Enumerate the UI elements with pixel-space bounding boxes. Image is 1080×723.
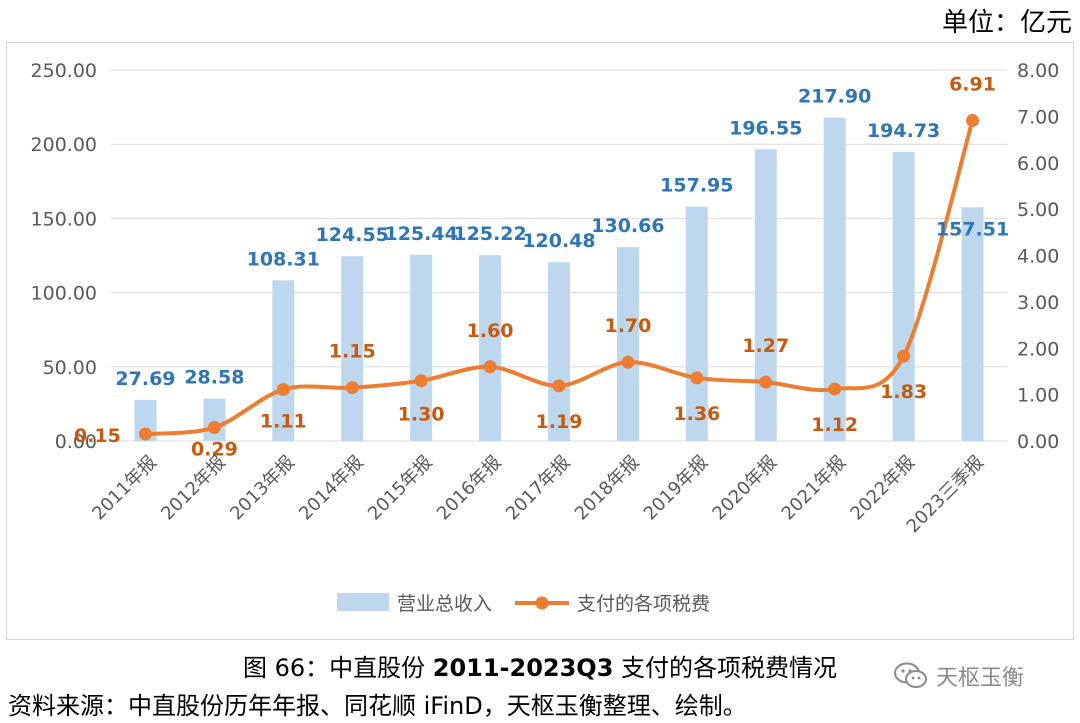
bar bbox=[272, 280, 295, 441]
category-label: 2017年报 bbox=[502, 452, 575, 525]
bar-data-label: 157.95 bbox=[660, 175, 733, 197]
watermark: 天枢玉衡 bbox=[894, 660, 1024, 692]
left-axis-tick: 250.00 bbox=[31, 60, 97, 82]
right-axis-tick: 3.00 bbox=[1017, 292, 1059, 314]
caption-period: 2011-2023Q3 bbox=[432, 654, 614, 682]
line-point bbox=[138, 427, 152, 441]
line-point bbox=[552, 379, 566, 393]
legend-line-label: 支付的各项税费 bbox=[577, 593, 710, 615]
watermark-text: 天枢玉衡 bbox=[936, 666, 1025, 691]
bar-data-label: 194.73 bbox=[867, 120, 940, 142]
line-data-label: 1.60 bbox=[467, 320, 514, 342]
left-axis-tick: 200.00 bbox=[31, 134, 97, 156]
line-data-label: 6.91 bbox=[949, 74, 996, 96]
legend-line-marker bbox=[535, 596, 549, 610]
bar bbox=[616, 247, 639, 441]
category-label: 2020年报 bbox=[709, 452, 782, 525]
bar-data-label: 125.44 bbox=[384, 223, 457, 245]
category-label: 2016年报 bbox=[433, 452, 506, 525]
legend-bar-label: 营业总收入 bbox=[397, 593, 492, 615]
bar bbox=[203, 398, 226, 441]
bar bbox=[685, 206, 708, 441]
left-axis-tick: 0.00 bbox=[55, 431, 97, 453]
line-point bbox=[759, 375, 773, 389]
caption-prefix: 图 66：中直股份 bbox=[242, 654, 433, 682]
line-data-label: 1.30 bbox=[398, 404, 445, 426]
bar bbox=[410, 254, 433, 441]
chart-frame: 0.00 50.00 100.00 150.00 200.00 250.00 0.00 1.0… bbox=[6, 42, 1074, 640]
bar-data-label: 124.55 bbox=[316, 224, 389, 246]
bar bbox=[823, 117, 846, 441]
category-label: 2014年报 bbox=[295, 452, 368, 525]
category-label: 2019年报 bbox=[640, 452, 713, 525]
right-axis-tick: 2.00 bbox=[1017, 338, 1059, 360]
line-data-label: 1.70 bbox=[604, 315, 651, 337]
line-data-label: 1.27 bbox=[742, 335, 789, 357]
category-label: 2013年报 bbox=[226, 452, 299, 525]
category-label: 2021年报 bbox=[778, 452, 851, 525]
caption-suffix: 支付的各项税费情况 bbox=[613, 654, 838, 682]
bar-data-label: 196.55 bbox=[729, 117, 802, 139]
bar-data-label: 217.90 bbox=[798, 86, 871, 108]
line-data-label: 1.83 bbox=[880, 381, 927, 403]
figure-caption: 图 66：中直股份 2011-2023Q3 支付的各项税费情况 bbox=[0, 648, 1080, 683]
line-data-label: 1.19 bbox=[536, 411, 583, 433]
bar bbox=[961, 207, 984, 441]
left-axis-tick: 100.00 bbox=[31, 283, 97, 305]
bar-data-label: 27.69 bbox=[115, 368, 175, 390]
line-point bbox=[897, 349, 911, 363]
line-point bbox=[966, 114, 980, 128]
wechat-icon bbox=[894, 662, 927, 688]
right-axis-tick: 7.00 bbox=[1017, 106, 1059, 128]
bar-data-label: 120.48 bbox=[522, 230, 595, 252]
bar-data-label: 108.31 bbox=[247, 248, 320, 270]
line-point bbox=[207, 421, 221, 435]
legend-bar-swatch bbox=[337, 593, 389, 611]
line-data-label: 1.12 bbox=[811, 414, 858, 436]
bar-data-label: 157.51 bbox=[936, 218, 1009, 240]
bar bbox=[754, 149, 777, 441]
unit-label: 单位：亿元 bbox=[941, 8, 1072, 38]
line-point bbox=[414, 374, 428, 388]
bar-data-label: 125.22 bbox=[453, 223, 526, 245]
line-data-label: 1.15 bbox=[329, 341, 376, 363]
line-data-label: 0.15 bbox=[74, 425, 121, 447]
line-data-label: 1.36 bbox=[673, 403, 720, 425]
right-axis-tick: 1.00 bbox=[1017, 385, 1059, 407]
line-point bbox=[621, 355, 635, 369]
category-label: 2015年报 bbox=[364, 452, 437, 525]
bar-data-label: 130.66 bbox=[591, 215, 664, 237]
line-point bbox=[690, 371, 704, 385]
bar-data-label: 28.58 bbox=[184, 367, 244, 389]
line-point bbox=[345, 381, 359, 395]
category-label: 2012年报 bbox=[157, 452, 230, 525]
right-axis-tick: 6.00 bbox=[1017, 153, 1059, 175]
left-axis-tick: 150.00 bbox=[31, 208, 97, 230]
right-axis-tick: 4.00 bbox=[1017, 246, 1059, 268]
line-point bbox=[276, 383, 290, 397]
category-label: 2011年报 bbox=[88, 452, 161, 525]
source-note: 资料来源：中直股份历年年报、同花顺 iFinD，天枢玉衡整理、绘制。 bbox=[8, 692, 747, 720]
bar bbox=[548, 262, 570, 441]
category-label: 2018年报 bbox=[571, 452, 644, 525]
line-data-label: 0.29 bbox=[191, 439, 238, 461]
right-axis-tick: 0.00 bbox=[1017, 431, 1059, 453]
bar bbox=[341, 256, 364, 441]
right-axis-tick: 5.00 bbox=[1017, 199, 1059, 221]
category-label: 2022年报 bbox=[846, 452, 919, 525]
left-axis-tick: 50.00 bbox=[43, 357, 97, 379]
line-point bbox=[483, 360, 497, 374]
right-axis-tick: 8.00 bbox=[1017, 60, 1059, 82]
line-data-label: 1.11 bbox=[260, 411, 307, 433]
combo-chart: 0.00 50.00 100.00 150.00 200.00 250.00 0.00 1.0… bbox=[31, 60, 1060, 615]
line-point bbox=[828, 382, 842, 396]
bar bbox=[479, 255, 502, 441]
